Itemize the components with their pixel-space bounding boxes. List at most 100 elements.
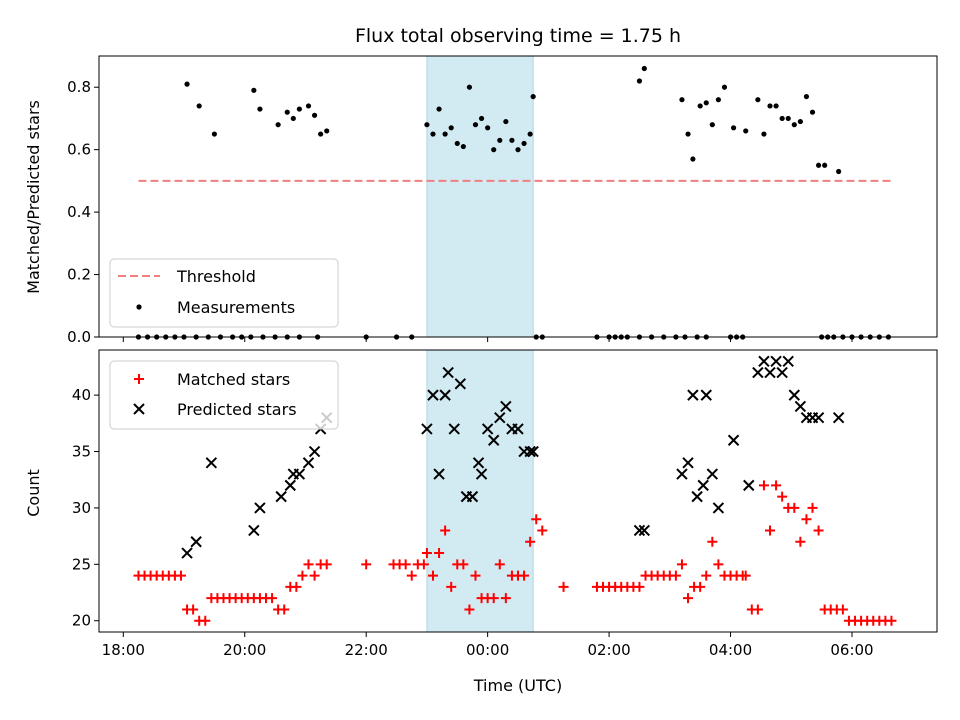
predicted-marker xyxy=(752,366,764,379)
matched-marker xyxy=(813,525,824,536)
measurement-point xyxy=(290,115,296,122)
predicted-marker xyxy=(682,457,694,469)
matched-marker xyxy=(519,570,530,581)
predicted-marker xyxy=(782,355,794,367)
matched-marker xyxy=(291,581,302,592)
matched-marker xyxy=(771,480,782,491)
legend-predicted-swatch xyxy=(133,403,145,415)
predicted-marker xyxy=(776,366,788,379)
measurement-point xyxy=(809,109,816,115)
matched-marker xyxy=(361,559,372,570)
predicted-marker xyxy=(205,457,218,469)
matched-marker xyxy=(765,525,776,536)
predicted-marker xyxy=(832,411,845,424)
measurement-point xyxy=(636,78,643,84)
measurement-point xyxy=(527,131,533,137)
measurement-point xyxy=(454,140,460,147)
legend-predicted-label: Predicted stars xyxy=(177,400,297,419)
measurement-point xyxy=(803,93,810,100)
matched-marker xyxy=(789,502,800,513)
measurement-point xyxy=(721,84,728,90)
matched-marker xyxy=(758,480,769,491)
predicted-marker xyxy=(181,547,193,559)
predicted-marker xyxy=(633,524,646,537)
matched-marker xyxy=(440,525,451,536)
measurement-point xyxy=(436,106,442,112)
predicted-marker xyxy=(190,536,202,548)
matched-marker xyxy=(795,536,806,547)
predicted-marker xyxy=(439,389,451,401)
measurement-point xyxy=(305,103,312,109)
predicted-marker xyxy=(275,490,287,503)
predicted-marker xyxy=(293,468,306,480)
measurement-point xyxy=(472,122,479,128)
predicted-marker xyxy=(638,524,651,537)
matched-marker xyxy=(267,593,278,604)
bottom-ytick-label: 20 xyxy=(72,612,91,630)
measurement-point xyxy=(497,137,503,143)
measurement-point xyxy=(442,131,448,137)
measurement-point xyxy=(641,65,647,72)
top-ylabel: Matched/Predicted stars xyxy=(24,100,43,294)
measurement-point xyxy=(515,147,521,153)
matched-marker xyxy=(418,559,429,570)
measurement-point xyxy=(324,128,330,134)
measurement-point xyxy=(503,118,509,125)
bottom-frame xyxy=(98,349,938,633)
measurement-point xyxy=(755,97,761,103)
measurement-point xyxy=(430,131,436,137)
bottom-ylabel: Count xyxy=(24,469,43,517)
legend-matched-swatch xyxy=(134,374,144,384)
matched-marker xyxy=(500,593,511,604)
measurement-point xyxy=(184,81,190,87)
matched-marker xyxy=(494,559,505,570)
predicted-marker xyxy=(442,366,454,379)
top-ytick-label: 0.8 xyxy=(67,78,91,96)
bottom-ytick-label: 35 xyxy=(72,443,91,461)
measurement-point xyxy=(251,87,257,93)
predicted-marker xyxy=(472,457,485,469)
measurement-point xyxy=(743,128,749,134)
measurement-point xyxy=(491,147,497,153)
bottom-xtick-label: 02:00 xyxy=(587,641,630,659)
predicted-marker xyxy=(524,445,536,458)
top-ytick-label: 0.2 xyxy=(67,266,91,284)
predicted-marker xyxy=(454,378,467,390)
predicted-marker xyxy=(727,434,740,446)
measurement-point xyxy=(679,97,685,103)
predicted-marker xyxy=(687,389,699,401)
predicted-marker xyxy=(481,423,494,435)
matched-marker xyxy=(434,548,445,559)
measurement-point xyxy=(296,106,302,112)
matched-marker xyxy=(446,581,457,592)
measurement-point xyxy=(284,109,290,115)
measurement-point xyxy=(466,84,473,90)
matched-marker xyxy=(886,615,897,626)
matched-marker xyxy=(752,604,763,615)
matched-marker xyxy=(558,581,569,592)
matched-marker xyxy=(321,559,332,570)
bottom-xtick-label: 04:00 xyxy=(709,641,752,659)
predicted-marker xyxy=(302,457,315,469)
matched-marker xyxy=(670,570,681,581)
measurement-point xyxy=(424,122,430,128)
top-ytick-label: 0.4 xyxy=(67,203,91,221)
bottom-legend-box xyxy=(109,360,339,430)
measurement-point xyxy=(685,131,691,137)
measurement-point xyxy=(715,97,721,103)
measurement-point xyxy=(460,143,466,150)
matched-marker xyxy=(175,570,186,581)
matched-marker xyxy=(676,559,687,570)
top-panel: 0.0 0.2 0.4 0.6 0.8 Threshold Measurements xyxy=(67,55,938,346)
matched-marker xyxy=(634,581,645,592)
top-shaded-span xyxy=(426,55,534,338)
measurement-point xyxy=(448,125,454,131)
matched-marker xyxy=(837,604,848,615)
measurement-point xyxy=(709,122,715,128)
measurement-point xyxy=(478,115,485,122)
matched-marker xyxy=(807,502,818,513)
bottom-xtick-label: 20:00 xyxy=(223,641,266,659)
bottom-legend: Matched stars Predicted stars xyxy=(109,360,339,430)
measurement-point xyxy=(697,103,703,109)
